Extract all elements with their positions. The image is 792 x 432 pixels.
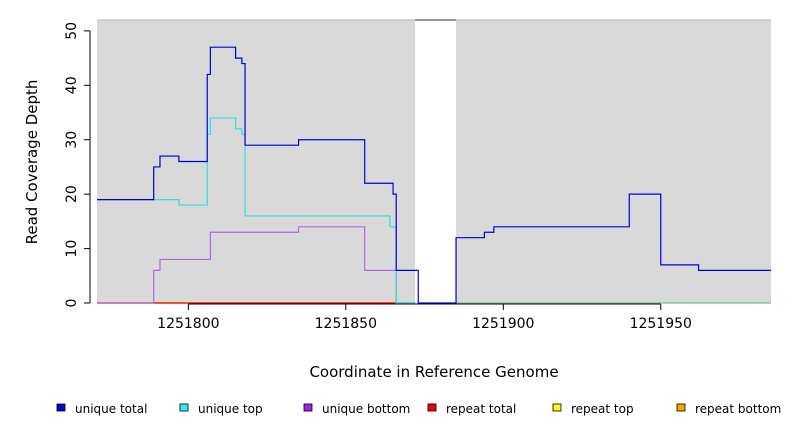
series-unique-bottom <box>97 226 416 304</box>
y-axis: 0 10 20 30 40 50 <box>64 22 91 308</box>
legend-label: repeat bottom <box>695 402 781 416</box>
x-tick-label: 1251950 <box>630 316 692 332</box>
legend-item-repeat-bottom: repeat bottom <box>676 402 781 416</box>
gap-region <box>415 20 457 303</box>
legend-swatch <box>179 403 189 412</box>
y-tick-label: 0 <box>64 299 80 308</box>
x-axis: 1251800 1251850 1251900 1251950 <box>157 303 692 332</box>
x-tick-label: 1251900 <box>472 316 534 332</box>
legend-item-unique-bottom: unique bottom <box>303 402 410 416</box>
x-tick-label: 1251800 <box>157 316 219 332</box>
series-unique-top <box>97 117 416 304</box>
legend: unique total unique top unique bottom repea… <box>56 402 781 416</box>
legend-swatch <box>552 403 562 412</box>
legend-label: unique bottom <box>322 402 410 416</box>
legend-label: unique total <box>75 402 147 416</box>
y-tick-label: 20 <box>64 185 80 203</box>
y-tick-label: 10 <box>64 240 80 258</box>
legend-swatch <box>56 403 66 412</box>
plot-area <box>97 20 771 303</box>
legend-item-repeat-total: repeat total <box>427 402 516 416</box>
y-tick-label: 40 <box>64 76 80 94</box>
legend-item-unique-top: unique top <box>179 402 263 416</box>
y-tick-label: 50 <box>64 22 80 40</box>
legend-label: repeat total <box>446 402 516 416</box>
y-axis-title: Read Coverage Depth <box>23 80 41 245</box>
legend-label: repeat top <box>571 402 634 416</box>
legend-label: unique top <box>198 402 263 416</box>
x-tick-label: 1251850 <box>315 316 377 332</box>
legend-swatch <box>303 403 313 412</box>
legend-item-repeat-top: repeat top <box>552 402 634 416</box>
legend-swatch <box>676 403 686 412</box>
series-layer <box>97 46 771 304</box>
series-unique-total <box>97 46 771 304</box>
y-tick-label: 30 <box>64 131 80 149</box>
x-axis-title: Coordinate in Reference Genome <box>309 363 558 381</box>
legend-swatch <box>427 403 437 412</box>
legend-item-unique-total: unique total <box>56 402 147 416</box>
